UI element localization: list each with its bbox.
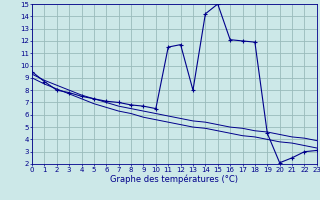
X-axis label: Graphe des températures (°C): Graphe des températures (°C) (110, 174, 238, 184)
